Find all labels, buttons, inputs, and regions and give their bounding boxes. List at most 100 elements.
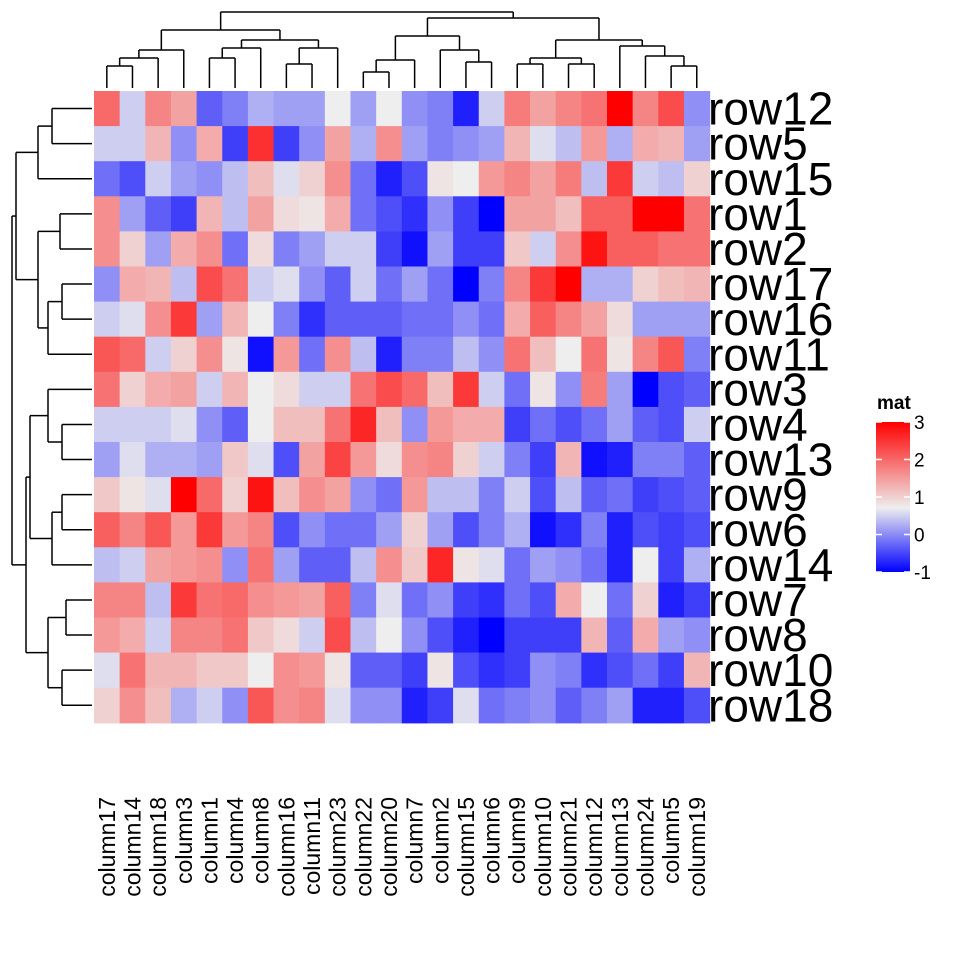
- heatmap-cell: [658, 91, 685, 127]
- heatmap-cell: [196, 231, 223, 268]
- heatmap-cell: [504, 582, 531, 619]
- heatmap-cell: [683, 161, 711, 197]
- heatmap-cell: [299, 687, 326, 724]
- heatmap-cell: [299, 161, 326, 197]
- heatmap-cell: [247, 652, 275, 689]
- heatmap-cell: [299, 371, 326, 408]
- heatmap-cell: [683, 266, 711, 303]
- heatmap-cell: [632, 687, 659, 724]
- heatmap-cell: [683, 687, 711, 724]
- heatmap-cell: [170, 266, 198, 303]
- heatmap-cell: [632, 301, 659, 338]
- legend-tick-label: 3: [914, 413, 925, 434]
- heatmap-cell: [170, 512, 198, 548]
- heatmap-cell: [196, 582, 223, 619]
- heatmap-cell: [324, 126, 352, 162]
- heatmap-cell: [350, 652, 377, 689]
- heatmap-cell: [247, 371, 275, 408]
- heatmap-cell: [196, 196, 223, 232]
- heatmap-cell: [632, 371, 659, 408]
- heatmap-cell: [581, 617, 608, 654]
- heatmap-cell: [299, 582, 326, 619]
- heatmap-cell: [401, 231, 429, 268]
- row-label: row4: [708, 399, 808, 451]
- heatmap-cell: [453, 687, 480, 724]
- heatmap-cell: [607, 371, 634, 408]
- heatmap-cell: [222, 266, 249, 303]
- heatmap-cell: [581, 161, 608, 197]
- heatmap-cell: [401, 266, 429, 303]
- heatmap-cell: [119, 512, 146, 548]
- column-label: column4: [222, 797, 248, 884]
- heatmap-cell: [401, 196, 429, 232]
- heatmap-cell: [273, 617, 300, 654]
- heatmap-cell: [376, 231, 403, 268]
- heatmap-cell: [683, 652, 711, 689]
- heatmap-cell: [170, 336, 198, 373]
- heatmap-cell: [401, 547, 429, 583]
- row-label: row5: [708, 118, 808, 170]
- heatmap-cell: [324, 336, 352, 373]
- heatmap-cell: [170, 126, 198, 162]
- heatmap-cell: [530, 512, 557, 548]
- heatmap-cell: [555, 512, 582, 548]
- column-label: column1: [196, 797, 222, 884]
- heatmap-cell: [273, 161, 300, 197]
- heatmap-cell: [324, 161, 352, 197]
- heatmap-cell: [376, 161, 403, 197]
- heatmap-cell: [401, 91, 429, 127]
- heatmap-cell: [658, 196, 685, 232]
- heatmap-cell: [658, 371, 685, 408]
- heatmap-cell: [581, 442, 608, 478]
- heatmap-cell: [427, 371, 454, 408]
- heatmap-cell: [94, 652, 121, 689]
- row-label: row8: [708, 609, 808, 661]
- column-label: column6: [479, 797, 505, 884]
- heatmap-cell: [247, 547, 275, 583]
- heatmap-cell: [504, 652, 531, 689]
- heatmap-cell: [530, 406, 557, 443]
- heatmap-cell: [196, 336, 223, 373]
- heatmap-cell: [350, 301, 377, 338]
- row-label: row16: [708, 293, 833, 345]
- heatmap-cell: [427, 126, 454, 162]
- row-label: row12: [708, 83, 833, 135]
- heatmap-cell: [401, 161, 429, 197]
- heatmap-cell: [145, 266, 172, 303]
- heatmap-cell: [273, 371, 300, 408]
- heatmap-cell: [658, 301, 685, 338]
- heatmap-cell: [683, 547, 711, 583]
- heatmap-cell: [119, 336, 146, 373]
- heatmap-cell: [555, 231, 582, 268]
- heatmap-cell: [196, 406, 223, 443]
- heatmap-cell: [530, 161, 557, 197]
- heatmap-cell: [145, 512, 172, 548]
- heatmap-cell: [247, 301, 275, 338]
- heatmap-cell: [324, 266, 352, 303]
- heatmap-cell: [94, 687, 121, 724]
- heatmap-cell: [427, 512, 454, 548]
- heatmap-cell: [504, 266, 531, 303]
- heatmap-cell: [222, 231, 249, 268]
- heatmap-cell: [607, 126, 634, 162]
- heatmap-cell: [273, 91, 300, 127]
- heatmap-cell: [683, 91, 711, 127]
- heatmap-cell: [607, 617, 634, 654]
- heatmap-cell: [632, 477, 659, 513]
- heatmap-cell: [581, 371, 608, 408]
- heatmap-cell: [376, 196, 403, 232]
- heatmap-cell: [581, 687, 608, 724]
- heatmap-cell: [478, 371, 505, 408]
- heatmap-cell: [427, 547, 454, 583]
- heatmap-cell: [632, 652, 659, 689]
- heatmap-cell: [401, 617, 429, 654]
- heatmap-cell: [401, 687, 429, 724]
- heatmap-cell: [555, 266, 582, 303]
- heatmap-cell: [607, 91, 634, 127]
- heatmap-cell: [273, 406, 300, 443]
- heatmap-cell: [453, 126, 480, 162]
- heatmap-cell: [196, 547, 223, 583]
- heatmap-cell: [555, 371, 582, 408]
- heatmap-cell: [401, 301, 429, 338]
- heatmap-cell: [299, 547, 326, 583]
